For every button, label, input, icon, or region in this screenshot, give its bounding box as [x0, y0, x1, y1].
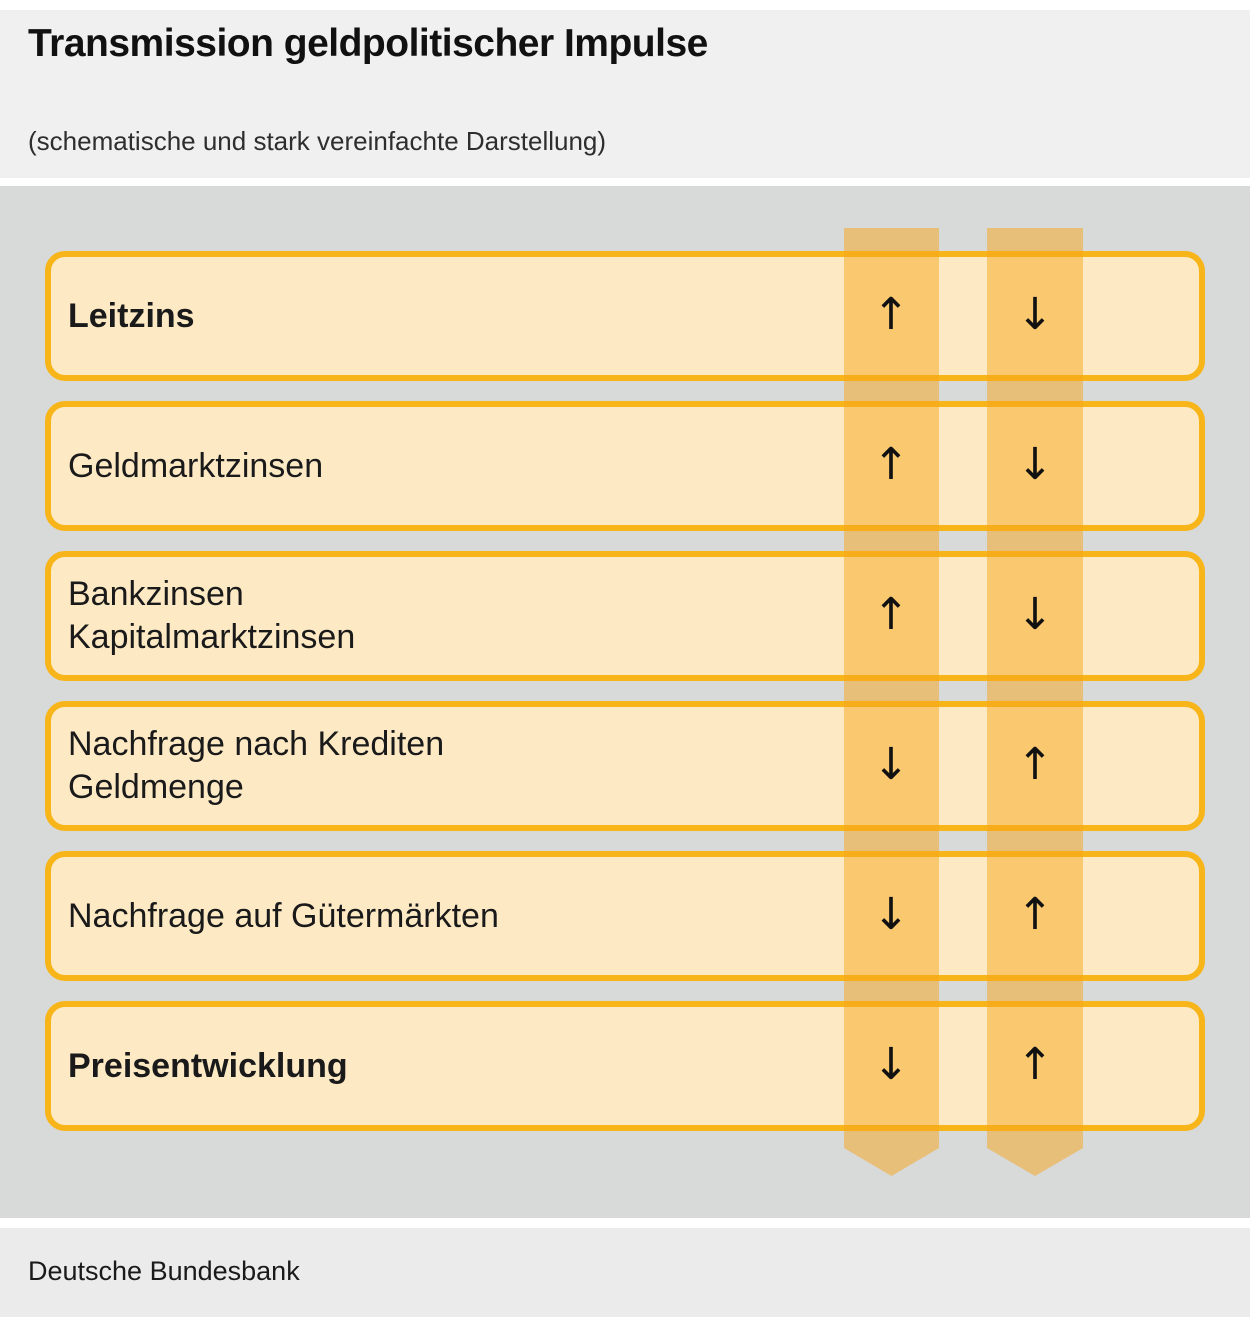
- header: Transmission geldpolitischer Impulse (sc…: [0, 10, 1250, 178]
- box-label: Geldmarktzinsen: [68, 445, 1199, 488]
- box-label: Nachfrage auf Gütermärkten: [68, 895, 1199, 938]
- impulse-arrow-icon: ↓: [1016, 289, 1054, 341]
- page-subtitle: (schematische und stark vereinfachte Dar…: [28, 126, 607, 156]
- impulse-arrow-icon: ↑: [872, 589, 910, 641]
- box-label-line: Leitzins: [68, 296, 195, 335]
- impulse-arrow-icon: ↓: [1016, 439, 1054, 491]
- impulse-band-left: [844, 228, 939, 1176]
- box-label-line: Nachfrage auf Gütermärkten: [68, 896, 499, 935]
- impulse-band-right: [987, 228, 1083, 1176]
- box-label: Bankzinsen Kapitalmarktzinsen: [68, 573, 1199, 659]
- box-label-line: Geldmarktzinsen: [68, 446, 324, 485]
- impulse-arrow-icon: ↑: [872, 439, 910, 491]
- page-title: Transmission geldpolitischer Impulse: [28, 22, 708, 65]
- box-label-line: Preisentwicklung: [68, 1046, 348, 1085]
- box-label: Nachfrage nach Krediten Geldmenge: [68, 723, 1199, 809]
- box-label-line: Kapitalmarktzinsen: [68, 618, 356, 656]
- impulse-arrow-icon: ↓: [872, 739, 910, 791]
- footer: Deutsche Bundesbank: [0, 1228, 1250, 1317]
- impulse-arrow-icon: ↑: [872, 289, 910, 341]
- box-label: Preisentwicklung: [68, 1045, 1199, 1088]
- impulse-arrow-icon: ↑: [1016, 739, 1054, 791]
- box-label-line: Geldmenge: [68, 768, 244, 806]
- box-label-line: Nachfrage nach Krediten: [68, 725, 445, 763]
- impulse-arrow-icon: ↑: [1016, 1039, 1054, 1091]
- box-label-line: Bankzinsen: [68, 575, 244, 613]
- impulse-arrow-icon: ↓: [1016, 589, 1054, 641]
- impulse-arrow-icon: ↑: [1016, 889, 1054, 941]
- impulse-arrow-icon: ↓: [872, 1039, 910, 1091]
- impulse-arrow-icon: ↓: [872, 889, 910, 941]
- box-label: Leitzins: [68, 295, 1199, 338]
- source-label: Deutsche Bundesbank: [28, 1256, 300, 1286]
